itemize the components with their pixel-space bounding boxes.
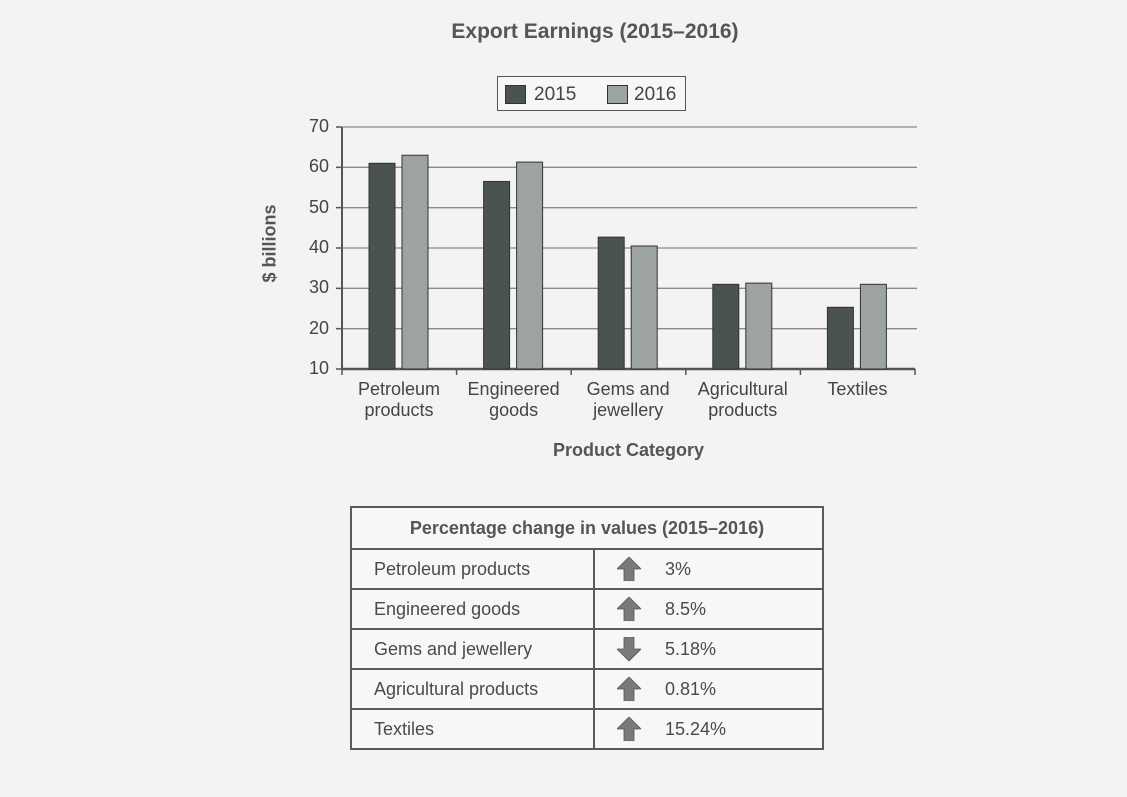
bar-2015 xyxy=(368,162,396,370)
bar-2016 xyxy=(745,282,773,370)
row-category: Petroleum products xyxy=(350,548,595,590)
row-change-value: 5.18% xyxy=(665,638,717,659)
x-axis-title: Product Category xyxy=(552,440,705,460)
row-change-cell: 5.18% xyxy=(593,628,824,670)
row-change-cell: 3% xyxy=(593,548,824,590)
row-change-cell: 0.81% xyxy=(593,668,824,710)
row-change-value: 0.81% xyxy=(665,678,717,699)
bar-2016 xyxy=(859,283,887,370)
table-row: Gems and jewellery 5.18% xyxy=(350,628,824,670)
bar-2015 xyxy=(712,283,740,370)
legend-label-2015: 2015 xyxy=(534,84,577,105)
arrow-down-icon xyxy=(617,637,641,661)
row-category: Gems and jewellery xyxy=(350,628,595,670)
legend-swatch-2016 xyxy=(607,85,628,104)
y-tick-label: 70 xyxy=(308,116,329,136)
row-change-cell: 15.24% xyxy=(593,708,824,750)
row-change-cell: 8.5% xyxy=(593,588,824,630)
bar-2015 xyxy=(483,180,511,370)
table-row: Petroleum products 3% xyxy=(350,548,824,590)
table-row: Textiles 15.24% xyxy=(350,708,824,750)
legend: 2015 2016 xyxy=(497,76,686,111)
bar-2016 xyxy=(401,154,429,370)
y-tick-label: 10 xyxy=(308,358,329,378)
bar-2015 xyxy=(597,236,625,370)
x-category-label: Textiles xyxy=(827,379,888,399)
row-category: Engineered goods xyxy=(350,588,595,630)
y-tick-label: 30 xyxy=(308,277,329,298)
bar-2016 xyxy=(630,245,658,370)
row-change-value: 8.5% xyxy=(665,598,707,619)
arrow-up-icon xyxy=(617,717,641,741)
table-header: Percentage change in values (2015–2016) xyxy=(350,506,824,550)
table-row: Engineered goods 8.5% xyxy=(350,588,824,630)
table-row: Agricultural products 0.81% xyxy=(350,668,824,710)
y-tick-label: 20 xyxy=(308,317,329,338)
y-tick-label: 60 xyxy=(308,156,329,177)
x-category-label: Engineered goods xyxy=(467,379,560,420)
y-tick-label: 50 xyxy=(308,196,329,217)
x-category-label: Gems and jewellery xyxy=(586,379,670,420)
percentage-change-table: Percentage change in values (2015–2016) … xyxy=(350,506,824,750)
bar-2015 xyxy=(826,306,854,370)
legend-swatch-2015 xyxy=(505,85,526,104)
arrow-up-icon xyxy=(617,677,641,701)
arrow-up-icon xyxy=(617,597,641,621)
row-category: Agricultural products xyxy=(350,668,595,710)
y-axis-label: $ billions xyxy=(259,204,280,283)
chart-title: Export Earnings (2015–2016) xyxy=(451,20,739,43)
y-tick-label: 40 xyxy=(308,237,329,257)
arrow-up-icon xyxy=(617,557,641,581)
row-category: Textiles xyxy=(350,708,595,750)
bar-2016 xyxy=(516,161,544,370)
row-change-value: 3% xyxy=(665,558,692,579)
legend-label-2016: 2016 xyxy=(634,84,677,105)
x-category-label: Agricultural products xyxy=(697,379,788,420)
x-category-label: Petroleum products xyxy=(357,379,441,420)
row-change-value: 15.24% xyxy=(665,718,727,739)
